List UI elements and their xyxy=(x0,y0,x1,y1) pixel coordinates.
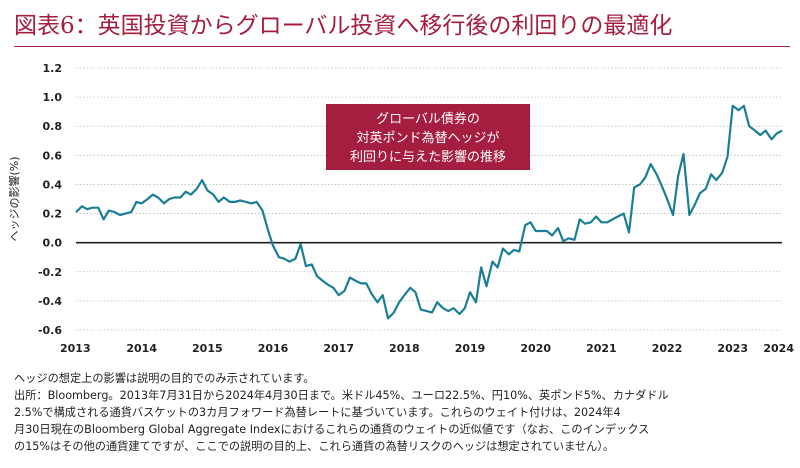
footnote-line: の15%はその他の通貨建てですが、ここでの説明の目的上、これら通貨の為替リスクの… xyxy=(14,440,615,453)
x-tick-labels: 2013 2014 2015 2016 2017 2018 2019 2020 2021 2022… xyxy=(60,342,794,355)
footnote-line: 月30日現在のBloomberg Global Aggregate Indexに… xyxy=(14,423,650,436)
x-tick-label: 2020 xyxy=(520,342,551,355)
footnote-line: 2.5%で構成される通貨バスケットの3カ月フォワード為替レートに基づいています。… xyxy=(14,406,621,419)
y-tick-label: -0.2 xyxy=(38,266,62,279)
y-tick-label: 0.0 xyxy=(43,237,63,250)
x-tick-label: 2024 xyxy=(763,342,794,355)
x-tick-label: 2015 xyxy=(192,342,223,355)
footnote-line: ヘッジの想定上の影響は説明の目的でのみ示されています。 xyxy=(14,372,315,385)
series-line xyxy=(75,104,783,320)
y-tick-label: 0.4 xyxy=(43,178,63,191)
x-tick-label: 2022 xyxy=(652,342,683,355)
gridlines xyxy=(76,67,782,331)
annotation-line: 対英ポンド為替ヘッジが xyxy=(356,130,499,146)
x-tick-label: 2018 xyxy=(389,342,420,355)
y-tick-label: 0.2 xyxy=(43,208,63,221)
x-tick-label: 2019 xyxy=(455,342,486,355)
y-tick-label: -0.6 xyxy=(38,324,62,337)
y-tick-labels: 1.2 1.0 0.8 0.6 0.4 0.2 0.0 -0.2 -0.4 -0.6 xyxy=(38,62,62,337)
x-tick-label: 2016 xyxy=(258,342,289,355)
annotation-box: グローバル債券の対英ポンド為替ヘッジが利回りに与えた影響の推移 xyxy=(326,104,530,170)
y-tick-label: 0.8 xyxy=(43,120,63,133)
y-tick-label: -0.4 xyxy=(38,295,62,308)
annotation-text: グローバル債券の対英ポンド為替ヘッジが利回りに与えた影響の推移 xyxy=(350,111,506,165)
x-tick-label: 2013 xyxy=(60,342,91,355)
title-rule xyxy=(14,46,790,47)
y-axis-label: ヘッジの影響(%) xyxy=(7,156,21,241)
y-tick-label: 1.2 xyxy=(43,62,63,75)
x-tick-label: 2014 xyxy=(126,342,157,355)
footnote-line: 出所：Bloomberg。2013年7月31日から2024年4月30日まで。米ド… xyxy=(14,389,669,402)
annotation-line: グローバル債券の xyxy=(376,111,480,127)
x-tick-label: 2021 xyxy=(586,342,617,355)
chart-title: 図表6：英国投資からグローバル投資へ移行後の利回りの最適化 xyxy=(14,13,673,39)
line-chart: 1.21.00.80.60.40.20.0-0.2-0.4-0.6 2013 20… xyxy=(7,62,794,355)
x-tick-label: 2017 xyxy=(323,342,354,355)
y-tick-label: 0.6 xyxy=(43,149,63,162)
y-tick-label: 1.0 xyxy=(43,91,63,104)
footnotes: ヘッジの想定上の影響は説明の目的でのみ示されています。 出所：Bloomberg… xyxy=(14,370,790,455)
x-tick-label: 2023 xyxy=(717,342,748,355)
annotation-background xyxy=(326,104,530,170)
annotation-line: 利回りに与えた影響の推移 xyxy=(350,149,506,165)
